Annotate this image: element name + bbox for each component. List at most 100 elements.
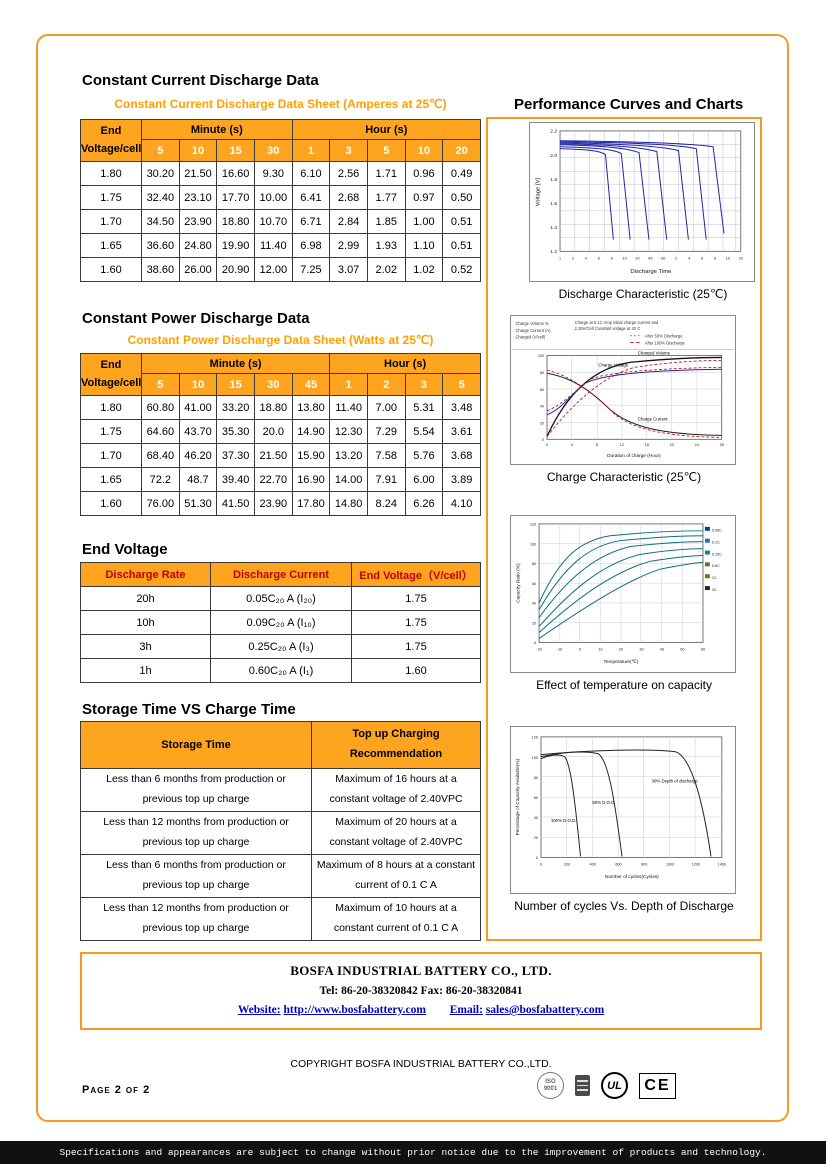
cell: 2.68: [329, 185, 368, 211]
cell: 1.65: [80, 467, 142, 493]
cell: 13.20: [329, 443, 368, 469]
performance-panel: 1.2 1.4 1.6 1.8 2.0 2.2 1 2 4 6 8 10 20 40 60 2 4 6 8 10 20…: [486, 117, 762, 941]
svg-text:30% Depth of discharge: 30% Depth of discharge: [652, 778, 699, 783]
svg-text:-20: -20: [536, 647, 541, 651]
svg-text:1C: 1C: [712, 576, 717, 580]
cell: 3h: [80, 634, 211, 659]
cell: 0.25C₂₀ A (I₃): [210, 634, 352, 659]
cell: 7.25: [291, 257, 331, 283]
svg-text:100: 100: [530, 542, 536, 546]
temperature-chart: 0.05C 0.1C 0.25C 0.6C 1C 2C 0 20 40 60 80 100 120 -…: [510, 515, 738, 692]
cell: 34.50: [141, 209, 180, 235]
cell: 2.56: [329, 161, 368, 187]
charge-chart-canvas: Charge Volume % Charge Current (A) Charg…: [510, 315, 736, 465]
svg-text:1200: 1200: [692, 862, 700, 866]
svg-text:100% D.O.D.: 100% D.O.D.: [551, 818, 577, 823]
cell: 22.70: [253, 467, 293, 493]
end-voltage-table: Discharge Rate Discharge Current End Vol…: [80, 562, 481, 683]
cell: 51.30: [178, 491, 218, 517]
svg-text:100: 100: [532, 756, 538, 760]
email-link[interactable]: sales@bosfabattery.com: [485, 1004, 605, 1016]
cell: 3.68: [442, 443, 481, 469]
svg-text:After 100% Discharge: After 100% Discharge: [645, 341, 686, 346]
cell: 0.51: [442, 209, 481, 235]
svg-text:120: 120: [532, 736, 538, 740]
svg-text:40: 40: [532, 602, 536, 606]
svg-text:1400: 1400: [718, 862, 726, 866]
constant-power-table: End Voltage/cell Minute (s) Hour (s) 5 1…: [80, 352, 481, 517]
svg-text:Charge at 0.1C Amp initial cha: Charge at 0.1C Amp initial charge curren…: [575, 320, 659, 325]
cell: 16.60: [216, 161, 255, 187]
cell: 5.76: [404, 443, 444, 469]
svg-text:8: 8: [714, 256, 716, 260]
cell: 1.60: [80, 491, 142, 517]
y-axis-label: Percentage of Capacity Available(%): [515, 758, 521, 835]
chart-caption: Charge Characteristic (25℃): [546, 470, 702, 484]
svg-text:0.25C: 0.25C: [712, 552, 722, 556]
svg-text:2.25V/Cell Constant voltage at: 2.25V/Cell Constant voltage at 20 C: [575, 326, 641, 331]
cell: 20.90: [216, 257, 255, 283]
cell: 18.80: [216, 209, 255, 235]
svg-text:10: 10: [598, 647, 602, 651]
svg-text:16: 16: [645, 443, 649, 447]
svg-text:0.1C: 0.1C: [712, 540, 720, 544]
svg-text:40: 40: [534, 816, 538, 820]
cell: Less than 6 months from production or pre…: [80, 853, 312, 898]
cell: 7.00: [366, 395, 406, 421]
svg-text:20: 20: [540, 421, 544, 425]
svg-text:120: 120: [530, 523, 536, 527]
svg-text:0: 0: [536, 856, 538, 860]
cell: 0.51: [442, 233, 481, 259]
cell: 6.26: [404, 491, 444, 517]
website-label: Website:: [237, 1004, 281, 1016]
cell: Maximum of 8 hours at a constant current …: [311, 853, 481, 898]
cell: 3.07: [329, 257, 368, 283]
cell: 64.60: [141, 419, 180, 445]
svg-text:40: 40: [648, 256, 652, 260]
x-axis-label: Discharge Time: [630, 269, 672, 275]
svg-text:200: 200: [564, 862, 570, 866]
column-headers: 5 10 15 30 1 3 5 10 20: [81, 139, 481, 163]
svg-text:1.2: 1.2: [550, 249, 557, 255]
cell: 35.30: [216, 419, 255, 445]
cell: 20h: [80, 586, 211, 611]
svg-text:8: 8: [611, 256, 613, 260]
storage-time-table: Storage Time Top up Charging Recommendat…: [80, 721, 481, 941]
cell: 76.00: [141, 491, 180, 517]
website-link[interactable]: http://www.bosfabattery.com: [283, 1004, 426, 1016]
cell: 12.30: [329, 419, 368, 445]
cell: 1h: [80, 658, 211, 683]
cell: 39.40: [216, 467, 255, 493]
svg-text:Charge Current: Charge Current: [638, 417, 669, 422]
cell: 1.70: [80, 443, 142, 469]
cell: 1.60: [80, 257, 142, 283]
cell: 23.90: [253, 491, 293, 517]
svg-text:80: 80: [532, 562, 536, 566]
cell: 1.75: [351, 610, 481, 635]
svg-text:600: 600: [615, 862, 621, 866]
discharge-chart: 1.2 1.4 1.6 1.8 2.0 2.2 1 2 4 6 8 10 20 40 60 2 4 6 8 10 20…: [529, 122, 757, 301]
cell: 6.41: [291, 185, 331, 211]
company-footer: BOSFA INDUSTRIAL BATTERY CO., LTD. Tel: …: [80, 952, 762, 1030]
cell: 3.61: [442, 419, 481, 445]
svg-text:4: 4: [585, 256, 587, 260]
disclaimer-text: Specifications and appearances are subje…: [59, 1147, 767, 1158]
svg-text:1.8: 1.8: [550, 177, 557, 183]
section-title-storage: Storage Time VS Charge Time: [82, 701, 296, 718]
subtitle-constant-power: Constant Power Discharge Data Sheet (Wat…: [127, 333, 434, 347]
cell: 1.10: [404, 233, 444, 259]
svg-text:60: 60: [540, 388, 544, 392]
cell: 0.52: [442, 257, 481, 283]
svg-text:40: 40: [540, 405, 544, 409]
approval-stamp-icon: [575, 1075, 590, 1096]
cell: 7.58: [366, 443, 406, 469]
hour-header: Hour (s): [291, 118, 482, 141]
company-name: BOSFA INDUSTRIAL BATTERY CO., LTD.: [290, 963, 552, 978]
svg-text:80: 80: [534, 776, 538, 780]
cell: 9.30: [253, 161, 293, 187]
svg-text:28: 28: [720, 443, 724, 447]
svg-text:0: 0: [542, 438, 544, 442]
cell: 7.29: [366, 419, 406, 445]
minute-header: Minute (s): [141, 118, 293, 141]
